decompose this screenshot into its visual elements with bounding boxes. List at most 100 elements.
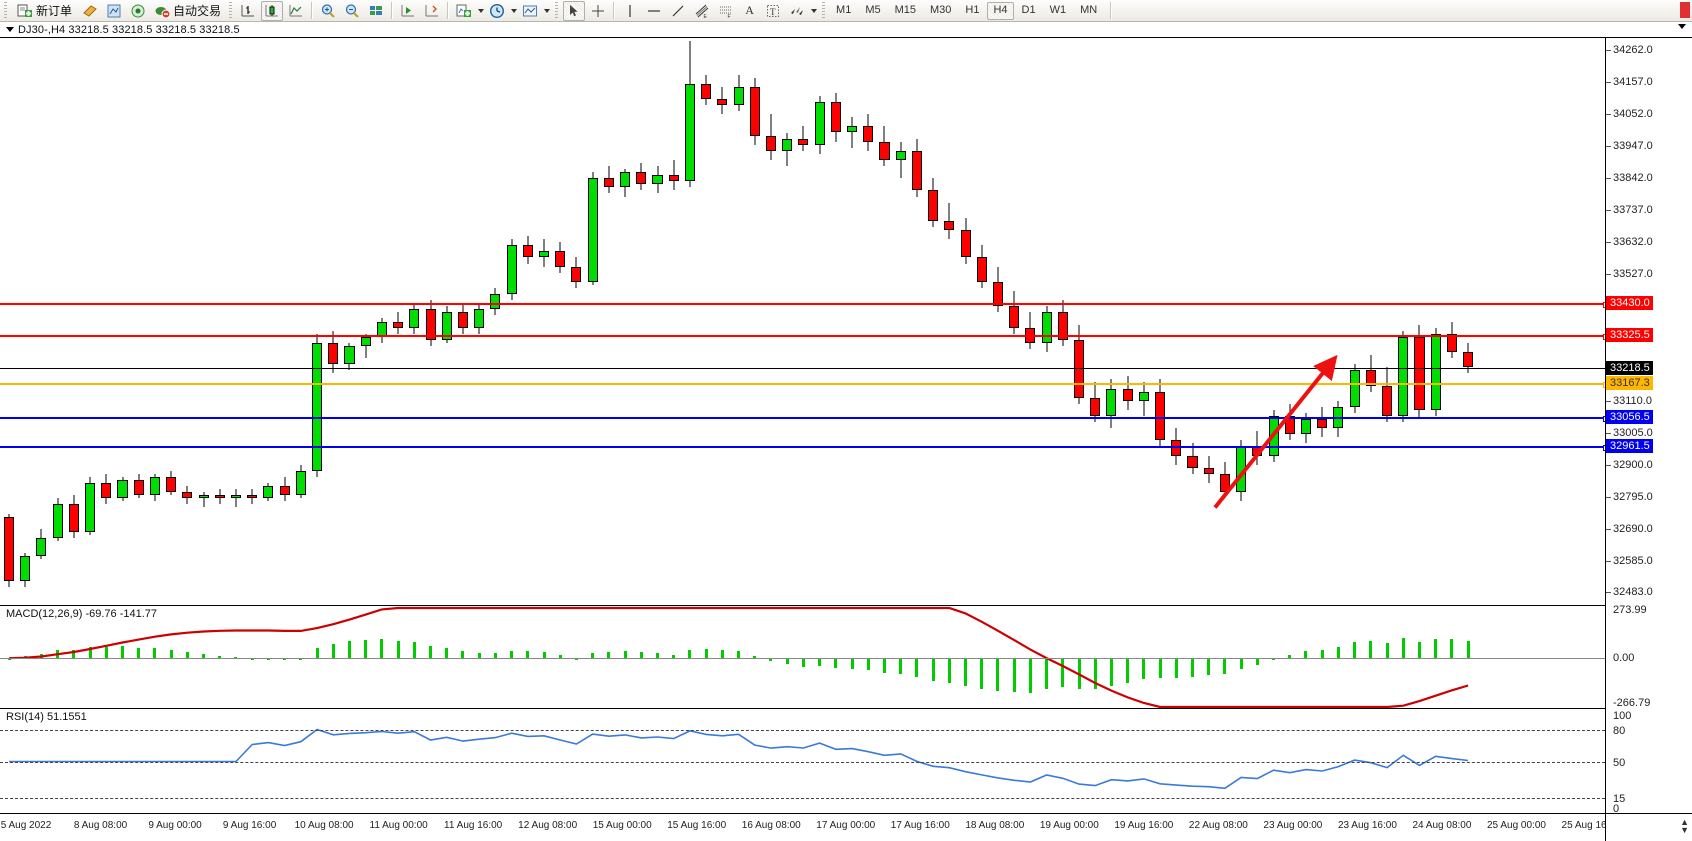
templates-button[interactable] (519, 1, 541, 21)
price-level-line-33430[interactable] (0, 302, 1605, 309)
macd-histogram-bar (121, 646, 124, 659)
price-axis[interactable]: 34262.0 34157.0 34052.0 33947.0 33842.0 33737… (1605, 38, 1692, 815)
macd-histogram-bar (1093, 658, 1097, 690)
trendline-tool-button[interactable] (667, 1, 689, 21)
cursor-tool-button[interactable] (563, 0, 586, 21)
time-axis-label: 23 Aug 00:00 (1263, 820, 1323, 831)
timeframe-button-m5[interactable]: M5 (865, 4, 881, 16)
timeframe-button-d1[interactable]: D1 (1021, 4, 1036, 16)
candlestick (36, 38, 47, 605)
timeframe-button-w1[interactable]: W1 (1049, 4, 1067, 16)
candlestick (765, 38, 777, 605)
rsi-indicator-pane[interactable]: RSI(14) 51.1551 (0, 708, 1605, 813)
scroll-arrows-icon[interactable]: ▲ ▼ (1680, 817, 1689, 835)
time-axis-label: 11 Aug 00:00 (369, 820, 428, 831)
level-anchor-handle[interactable] (1603, 382, 1605, 389)
macd-histogram-bar (1223, 658, 1227, 675)
candle-body-bearish (1317, 419, 1328, 429)
toolbar-grip-4[interactable] (820, 1, 828, 20)
timeframe-button-m1[interactable]: M1 (836, 4, 852, 16)
level-anchor-handle[interactable] (1603, 445, 1605, 452)
candlestick-chart-icon (265, 4, 279, 16)
macd-histogram-bar (688, 649, 692, 659)
candlestick (992, 38, 1003, 605)
candle-body-bearish (749, 86, 760, 136)
price-level-chip-blue[interactable]: 32961.5 (1606, 439, 1653, 454)
market-watch-button[interactable] (127, 1, 149, 21)
toolbar-grip-3[interactable] (553, 1, 561, 20)
candlestick-chart-button[interactable] (261, 0, 284, 21)
rsi-tick-label: 15 (1613, 793, 1626, 806)
tile-windows-button[interactable] (365, 1, 387, 21)
candle-wick (673, 159, 675, 191)
equidistant-channel-tool-button[interactable]: E (691, 1, 713, 21)
time-axis-label: 11 Aug 16:00 (444, 820, 503, 831)
axis-tick (1606, 273, 1611, 275)
crosshair-tool-button[interactable] (587, 1, 609, 21)
main-toolbar: 新订单 自动交易 (0, 0, 1692, 22)
fibonacci-tool-button[interactable]: F (715, 1, 737, 21)
price-level-chip-orange[interactable]: 33167.3 (1606, 376, 1653, 391)
price-chart-pane[interactable] (0, 38, 1605, 605)
level-anchor-handle[interactable] (1603, 334, 1605, 341)
candle-wick (851, 117, 853, 148)
toolbar-grip[interactable] (2, 1, 9, 20)
navigator-button[interactable] (103, 1, 125, 21)
zoom-in-button[interactable] (317, 1, 339, 21)
price-level-chip-red[interactable]: 33430.0 (1606, 296, 1653, 311)
new-order-button[interactable]: 新订单 (12, 1, 77, 21)
price-level-chip-red[interactable]: 33325.5 (1606, 328, 1653, 343)
timeframe-button-m15[interactable]: M15 (894, 4, 916, 16)
svg-text:E: E (704, 14, 708, 19)
toolbar-grip-2[interactable] (227, 1, 235, 20)
candlestick (976, 38, 987, 605)
candlestick (1284, 38, 1295, 605)
equidistant-channel-icon: E (695, 4, 709, 19)
horizontal-line-tool-button[interactable] (643, 1, 665, 21)
arrows-tool-button[interactable] (786, 1, 808, 21)
level-anchor-handle[interactable] (1603, 416, 1605, 423)
candle-body-bullish (295, 470, 306, 496)
bar-chart-button[interactable] (237, 1, 259, 21)
timeframe-button-h4[interactable]: H4 (987, 1, 1014, 20)
chart-menu-caret-icon[interactable] (6, 27, 14, 32)
autotrading-button[interactable]: 自动交易 (151, 1, 224, 21)
price-level-line-33056.5[interactable] (0, 416, 1605, 423)
timeframe-button-h1[interactable]: H1 (965, 4, 980, 16)
scroll-down-caret-icon[interactable] (1678, 24, 1686, 29)
text-tool-button[interactable]: A (739, 1, 760, 21)
line-chart-button[interactable] (285, 1, 307, 21)
text-label-tool-button[interactable]: T (762, 1, 784, 21)
periods-dropdown-caret[interactable] (509, 1, 518, 21)
candlestick (847, 38, 858, 605)
vertical-line-tool-button[interactable] (619, 1, 641, 21)
chart-shift-button[interactable] (421, 1, 443, 21)
macd-histogram-bar (461, 650, 465, 659)
zoom-out-button[interactable] (341, 1, 363, 21)
macd-histogram-bar (947, 658, 951, 684)
auto-scroll-button[interactable] (397, 1, 419, 21)
window-close-marker[interactable] (1680, 2, 1690, 18)
price-tick-label: 34157.0 (1613, 75, 1653, 88)
price-level-line-33218.5[interactable] (0, 367, 1605, 369)
price-level-line-32961.5[interactable] (0, 445, 1605, 452)
price-level-line-33167.3[interactable] (0, 382, 1605, 389)
periods-button[interactable] (486, 1, 508, 21)
templates-dropdown-caret[interactable] (542, 1, 551, 21)
timeframe-button-m30[interactable]: M30 (930, 4, 952, 16)
candle-wick (365, 333, 367, 359)
expert-advisor-button[interactable] (79, 1, 101, 21)
price-level-line-33325.5[interactable] (0, 334, 1605, 341)
candlestick (944, 38, 955, 605)
timeframe-button-mn[interactable]: MN (1080, 4, 1098, 16)
candle-body-bullish (847, 126, 858, 133)
indicators-dropdown-caret[interactable] (476, 1, 485, 21)
macd-indicator-pane[interactable]: MACD(12,26,9) -69.76 -141.77 (0, 605, 1605, 708)
price-level-chip-blue[interactable]: 33056.5 (1606, 410, 1653, 425)
macd-histogram-bar (737, 650, 741, 659)
zoom-in-icon (321, 3, 335, 18)
indicators-button[interactable] (453, 1, 475, 21)
arrows-dropdown-caret[interactable] (809, 1, 818, 21)
level-anchor-handle[interactable] (1603, 302, 1605, 309)
price-level-chip-black[interactable]: 33218.5 (1606, 360, 1653, 375)
